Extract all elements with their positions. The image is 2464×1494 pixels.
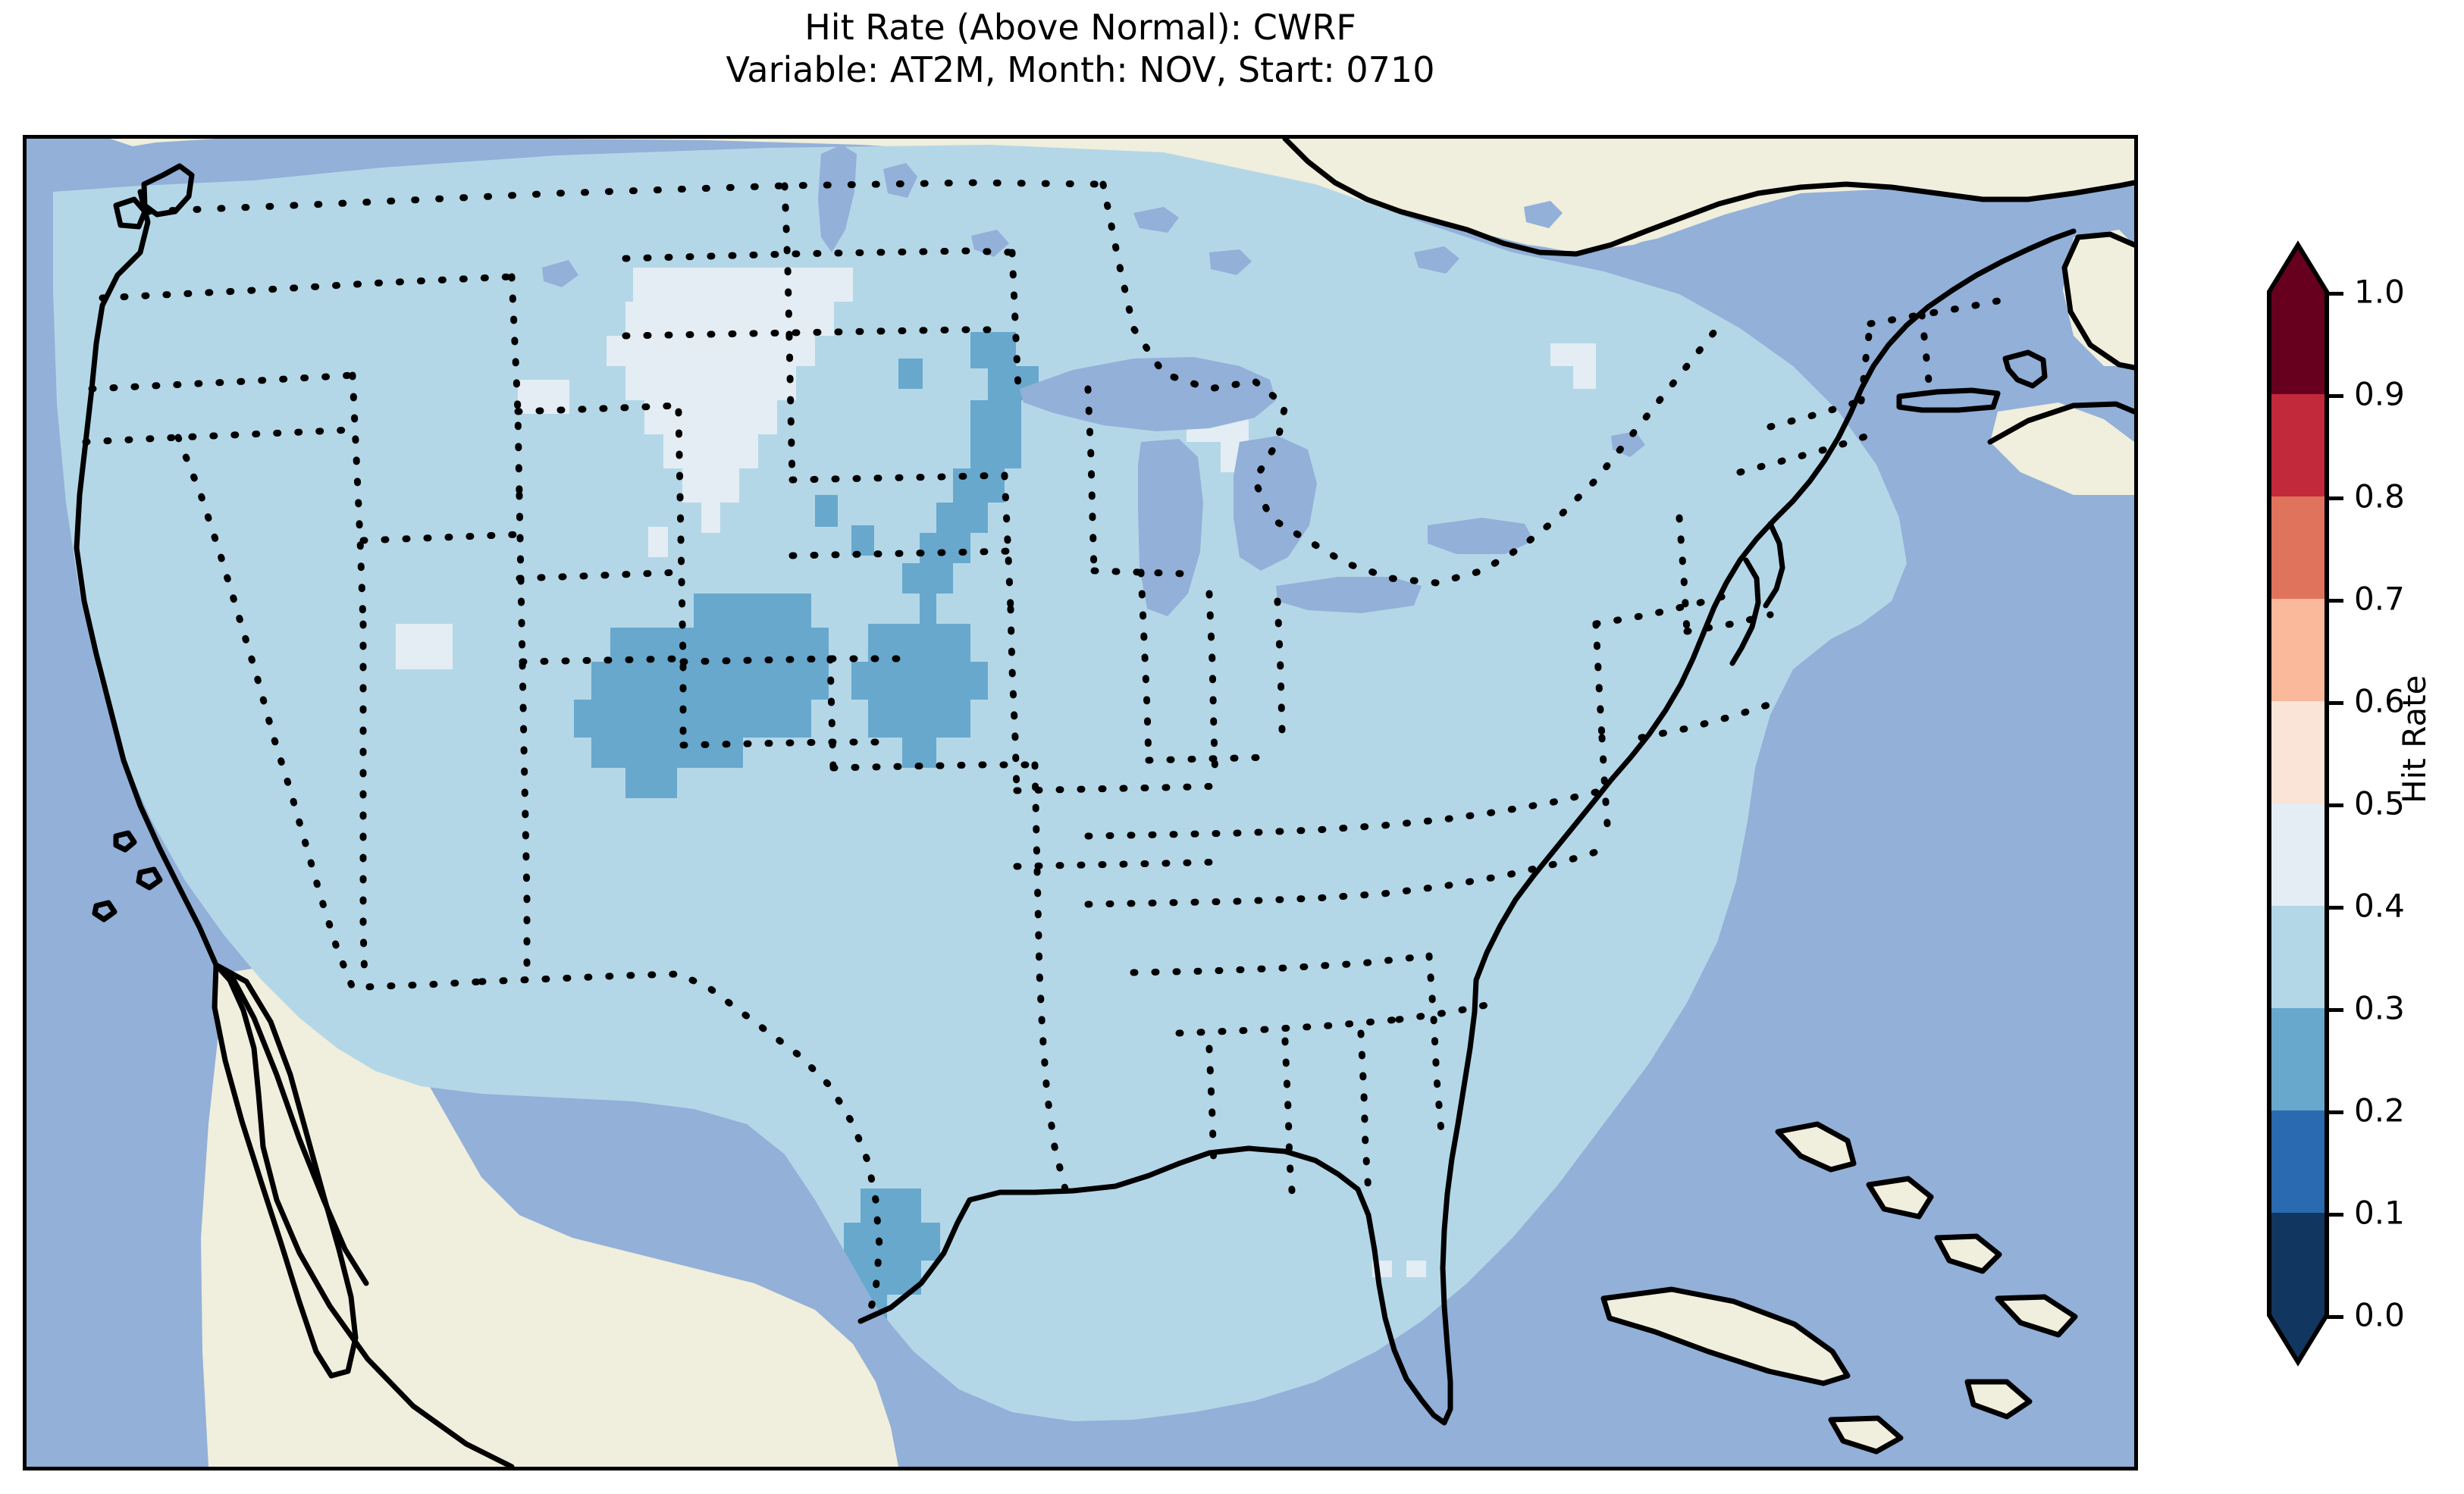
cb-band-0.5-0.6 — [2269, 701, 2327, 803]
cb-tick-0.4 — [2327, 906, 2343, 910]
cb-label-0.7: 0.7 — [2354, 580, 2405, 618]
colorbar-over-arrow — [2269, 245, 2327, 292]
colorbar-tick-group: 1.0 0.9 0.8 0.7 0.6 0.5 0.4 0.3 0.2 0.1 … — [2269, 274, 2464, 1334]
cb-tick-0.1 — [2327, 1213, 2343, 1217]
cb-band-0.0-0.1 — [2269, 1213, 2327, 1315]
lake-superior — [1020, 357, 1276, 431]
mexico-landmass — [201, 965, 898, 1467]
colorbar-swatches — [2267, 240, 2329, 1367]
cb-tick-0.5 — [2327, 803, 2343, 807]
cb-label-0.8: 0.8 — [2354, 478, 2405, 515]
chart-title-line1: Hit Rate (Above Normal): CWRF — [804, 7, 1356, 48]
coastline-layer — [74, 139, 2134, 1467]
cb-label-1.0: 1.0 — [2354, 273, 2405, 311]
cb-band-0.7-0.8 — [2269, 496, 2327, 599]
map-axes — [23, 135, 2138, 1471]
cb-tick-0.8 — [2327, 496, 2343, 500]
cb-band-0.9-1.0 — [2269, 292, 2327, 394]
great-lakes-layer — [542, 145, 1645, 616]
cb-tick-0.2 — [2327, 1110, 2343, 1114]
cb-label-0.2: 0.2 — [2354, 1092, 2405, 1129]
chart-title-block: Hit Rate (Above Normal): CWRF Variable: … — [0, 6, 2161, 91]
cb-tick-0.9 — [2327, 394, 2343, 398]
cb-label-0.5: 0.5 — [2354, 785, 2405, 822]
cb-tick-0.3 — [2327, 1008, 2343, 1012]
lake-michigan — [1138, 439, 1203, 616]
cb-label-0.4: 0.4 — [2354, 887, 2405, 925]
baja-peninsula — [216, 965, 353, 1374]
cb-tick-0.0 — [2327, 1315, 2343, 1319]
lake-ontario — [1428, 518, 1534, 554]
cb-label-0.0: 0.0 — [2354, 1296, 2405, 1334]
cb-band-0.3-0.4 — [2269, 906, 2327, 1008]
lake-erie — [1276, 577, 1422, 613]
cb-label-0.3: 0.3 — [2354, 989, 2405, 1027]
chart-subtitle-line2: Variable: AT2M, Month: NOV, Start: 0710 — [726, 49, 1435, 90]
cb-band-0.4-0.5 — [2269, 803, 2327, 906]
map-canvas — [27, 139, 2134, 1467]
cb-label-0.1: 0.1 — [2354, 1194, 2405, 1232]
cb-band-0.2-0.3 — [2269, 1008, 2327, 1110]
cb-label-0.6: 0.6 — [2354, 682, 2405, 720]
colorbar-axis-label: Hit Rate — [2396, 675, 2433, 803]
cb-tick-0.7 — [2327, 599, 2343, 603]
cb-label-0.9: 0.9 — [2354, 375, 2405, 413]
colorbar[interactable] — [2267, 240, 2329, 1367]
cuba-landmass — [1603, 1291, 1846, 1382]
cb-band-0.6-0.7 — [2269, 599, 2327, 701]
lake-winnipeg — [818, 145, 857, 252]
cb-band-0.1-0.2 — [2269, 1110, 2327, 1213]
cb-band-0.8-0.9 — [2269, 394, 2327, 496]
cb-tick-0.6 — [2327, 701, 2343, 705]
nova-scotia-landmass — [1990, 402, 2134, 495]
colorbar-under-arrow — [2269, 1315, 2327, 1362]
state-borders-layer — [82, 179, 2017, 1322]
cb-tick-1.0 — [2327, 292, 2343, 296]
